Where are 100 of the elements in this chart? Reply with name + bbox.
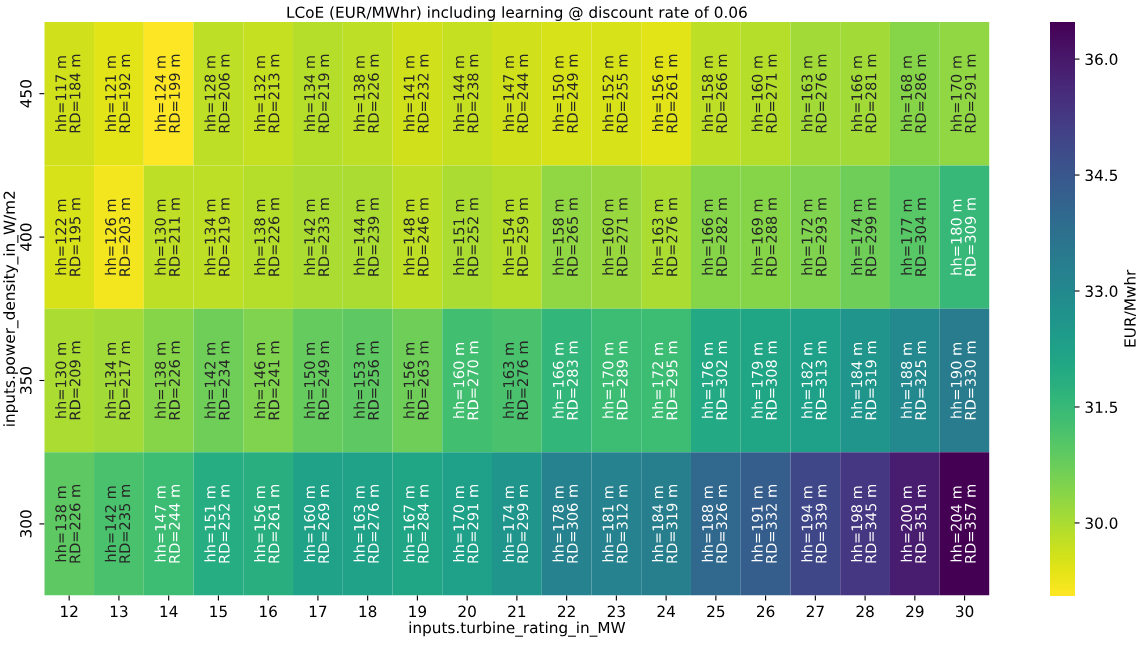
color-bar-label: 31.5 <box>1085 401 1118 413</box>
x-tick-label: 13 <box>110 605 128 618</box>
data-label: hh=142 m RD=235 m <box>104 485 131 563</box>
color-bar-label: 33.0 <box>1085 285 1118 298</box>
data-label: hh=194 m RD=339 m <box>801 485 827 563</box>
x-tick-label: 27 <box>806 605 824 617</box>
x-tick-label: 15 <box>210 605 227 618</box>
color-bar-title: EUR/Mwhr <box>1123 269 1136 347</box>
data-label: hh=142 m RD=234 m <box>204 341 230 420</box>
data-label: hh=198 m RD=345 m <box>850 485 877 563</box>
x-tick-label: 22 <box>558 605 575 617</box>
data-label: hh=178 m RD=306 m <box>552 485 578 563</box>
data-label: hh=156 m RD=261 m <box>254 485 280 563</box>
x-tick-label: 25 <box>707 605 725 618</box>
data-label: hh=156 m RD=263 m <box>403 341 429 420</box>
data-label: hh=168 m RD=286 m <box>900 54 927 133</box>
chart-title: LCoE (EUR/MWhr) including learning @ discount rate of 0.06 <box>287 6 747 21</box>
data-label: hh=124 m RD=199 m <box>154 54 180 133</box>
x-tick-label: 12 <box>61 605 78 617</box>
x-tick-label: 24 <box>657 605 675 617</box>
data-label: hh=160 m RD=270 m <box>453 341 479 420</box>
data-label: hh=154 m RD=259 m <box>502 198 529 276</box>
x-tick-label: 23 <box>607 605 625 618</box>
data-label: hh=152 m RD=255 m <box>602 54 628 133</box>
x-tick-label: 26 <box>757 605 775 618</box>
x-tick-label: 21 <box>508 605 526 617</box>
data-label: hh=190 m RD=330 m <box>950 341 976 420</box>
data-label: hh=117 m RD=184 m <box>55 54 81 133</box>
x-tick-label: 29 <box>906 605 924 618</box>
data-label: hh=147 m RD=244 m <box>502 54 528 133</box>
data-label: hh=169 m RD=288 m <box>751 198 777 276</box>
data-label: hh=160 m RD=271 m <box>602 198 628 276</box>
data-label: hh=142 m RD=233 m <box>303 198 330 276</box>
data-label: hh=174 m RD=299 m <box>502 485 529 563</box>
y-axis-title: inputs.power_density_in_W/m2 <box>3 191 19 426</box>
data-label: hh=144 m RD=238 m <box>453 54 479 133</box>
data-label: hh=141 m RD=232 m <box>403 54 429 133</box>
data-label: hh=121 m RD=192 m <box>104 54 131 133</box>
data-label: hh=176 m RD=302 m <box>701 341 728 420</box>
data-label: hh=172 m RD=293 m <box>801 198 827 276</box>
data-label: hh=130 m RD=209 m <box>55 341 81 420</box>
data-label: hh=150 m RD=249 m <box>303 341 330 420</box>
data-label: hh=158 m RD=265 m <box>552 198 578 276</box>
data-label: hh=188 m RD=325 m <box>900 341 927 420</box>
data-label: hh=166 m RD=281 m <box>850 54 877 133</box>
data-label: hh=151 m RD=252 m <box>453 198 479 276</box>
data-label: hh=160 m RD=271 m <box>751 54 777 133</box>
data-label: hh=128 m RD=206 m <box>204 54 230 133</box>
data-label: hh=167 m RD=284 m <box>403 485 429 563</box>
x-tick-label: 30 <box>956 605 974 618</box>
data-label: hh=170 m RD=291 m <box>950 54 976 133</box>
x-tick-label: 17 <box>309 605 327 617</box>
data-label: hh=166 m RD=283 m <box>552 341 578 420</box>
data-label: hh=158 m RD=266 m <box>701 54 728 133</box>
data-label: hh=177 m RD=304 m <box>900 198 927 276</box>
data-label: hh=172 m RD=295 m <box>652 341 678 420</box>
y-tick-label: 450 <box>20 80 32 108</box>
data-label: hh=134 m RD=219 m <box>303 54 330 133</box>
data-label: hh=170 m RD=289 m <box>602 341 628 420</box>
y-tick-label: 300 <box>20 510 32 538</box>
data-label: hh=163 m RD=276 m <box>353 485 379 563</box>
data-label: hh=146 m RD=241 m <box>254 341 280 420</box>
data-label: hh=200 m RD=351 m <box>900 485 927 563</box>
color-bar-label: 30.0 <box>1085 517 1118 529</box>
x-tick-label: 28 <box>856 605 874 618</box>
x-tick-label: 19 <box>409 605 427 618</box>
data-label: hh=163 m RD=276 m <box>801 54 827 133</box>
data-label: hh=182 m RD=313 m <box>801 341 827 420</box>
data-label: hh=138 m RD=226 m <box>154 341 180 420</box>
data-label: hh=144 m RD=239 m <box>353 198 379 276</box>
data-label: hh=179 m RD=308 m <box>751 341 777 420</box>
data-label: hh=134 m RD=219 m <box>204 198 230 276</box>
data-label: hh=126 m RD=203 m <box>104 198 131 276</box>
data-label: hh=191 m RD=332 m <box>751 485 777 563</box>
x-tick-label: 14 <box>160 605 178 617</box>
data-label: hh=160 m RD=269 m <box>303 485 330 563</box>
data-label: hh=184 m RD=319 m <box>850 341 877 420</box>
x-tick-label: 20 <box>458 605 476 618</box>
data-label: hh=166 m RD=282 m <box>701 198 728 276</box>
x-axis-title: inputs.turbine_rating_in_MW <box>409 621 626 637</box>
data-label: hh=163 m RD=276 m <box>502 341 529 420</box>
data-label: hh=132 m RD=213 m <box>254 54 280 133</box>
data-label: hh=138 m RD=226 m <box>55 485 81 563</box>
data-label: hh=138 m RD=226 m <box>254 198 280 276</box>
data-label: hh=150 m RD=249 m <box>552 54 578 133</box>
data-label: hh=147 m RD=244 m <box>154 485 180 563</box>
x-tick-label: 18 <box>359 605 377 618</box>
y-tick-label: 400 <box>20 223 32 251</box>
data-label: hh=204 m RD=357 m <box>950 485 976 563</box>
y-tick-label: 350 <box>20 366 32 394</box>
data-label: hh=174 m RD=299 m <box>850 198 877 276</box>
data-label: hh=148 m RD=246 m <box>403 198 429 276</box>
data-label: hh=138 m RD=226 m <box>353 54 379 133</box>
data-label: hh=153 m RD=256 m <box>353 341 379 420</box>
data-label: hh=156 m RD=261 m <box>652 54 678 133</box>
data-label: hh=134 m RD=217 m <box>104 341 130 420</box>
data-label: hh=170 m RD=291 m <box>453 485 479 563</box>
data-label: hh=130 m RD=211 m <box>154 198 180 276</box>
data-label: hh=188 m RD=326 m <box>701 485 728 563</box>
data-label: hh=181 m RD=312 m <box>602 485 628 563</box>
